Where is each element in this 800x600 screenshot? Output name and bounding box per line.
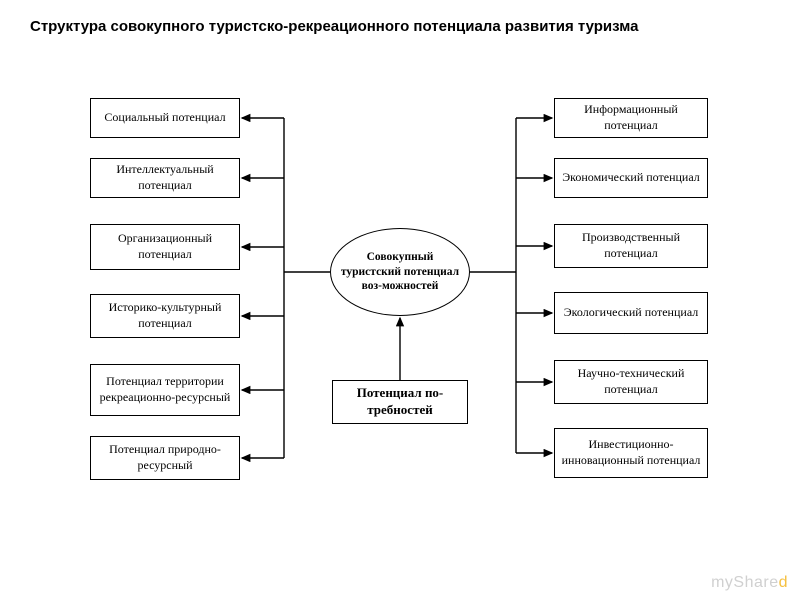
right-box-4: Научно-технический потенциал bbox=[554, 360, 708, 404]
feeder-box: Потенциал по-требностей bbox=[332, 380, 468, 424]
watermark: myShared bbox=[711, 574, 788, 592]
diagram-canvas: Совокупный туристский потенциал воз-можн… bbox=[0, 80, 800, 580]
left-box-5: Потенциал природно-ресурсный bbox=[90, 436, 240, 480]
page-title: Структура совокупного туристско-рекреаци… bbox=[30, 18, 770, 35]
left-box-4: Потенциал территории рекреационно-ресурс… bbox=[90, 364, 240, 416]
left-box-2: Организационный потенциал bbox=[90, 224, 240, 270]
watermark-text: myShare bbox=[711, 574, 779, 591]
watermark-accent: d bbox=[779, 574, 788, 591]
left-box-3: Историко-культурный потенциал bbox=[90, 294, 240, 338]
right-box-2: Производственный потенциал bbox=[554, 224, 708, 268]
left-box-0: Социальный потенциал bbox=[90, 98, 240, 138]
left-box-1: Интеллектуальный потенциал bbox=[90, 158, 240, 198]
right-box-0: Информационный потенциал bbox=[554, 98, 708, 138]
right-box-1: Экономический потенциал bbox=[554, 158, 708, 198]
right-box-3: Экологический потенциал bbox=[554, 292, 708, 334]
central-ellipse: Совокупный туристский потенциал воз-можн… bbox=[330, 228, 470, 316]
right-box-5: Инвестиционно-инновационный потенциал bbox=[554, 428, 708, 478]
